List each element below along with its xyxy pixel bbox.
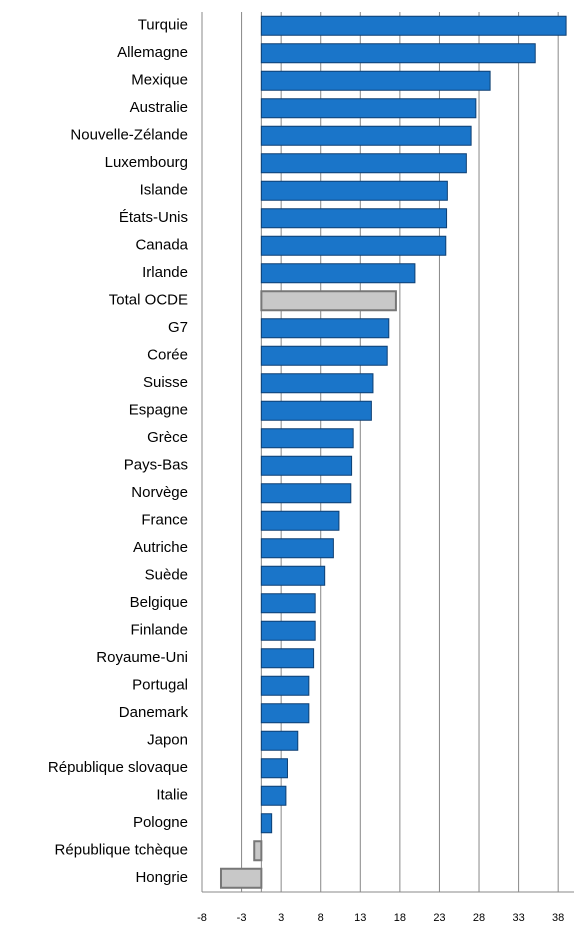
y-tick-label: Luxembourg [105, 154, 188, 171]
bar [260, 15, 567, 36]
x-tick-label: 33 [512, 912, 524, 924]
y-tick-label: Mexique [131, 72, 188, 89]
bar [260, 373, 374, 394]
x-tick-label: 13 [354, 912, 366, 924]
y-tick-label: Pays-Bas [124, 457, 188, 474]
bar [260, 675, 310, 696]
x-tick-label: 28 [473, 912, 485, 924]
bar [260, 758, 288, 779]
bar [260, 593, 316, 614]
bar [260, 235, 447, 256]
bar [260, 813, 273, 834]
bar [260, 98, 477, 119]
bar [260, 400, 372, 421]
bar [260, 785, 287, 806]
bar [260, 703, 310, 724]
y-tick-label: Danemark [119, 704, 189, 721]
bar [260, 263, 416, 284]
y-tick-label: Grèce [147, 429, 188, 446]
bar [260, 290, 397, 312]
y-tick-label: France [141, 512, 188, 529]
bar [260, 125, 472, 146]
bar [260, 455, 353, 476]
bar [219, 867, 263, 889]
y-tick-label: Royaume-Uni [96, 649, 188, 666]
x-tick-label: -8 [197, 912, 207, 924]
bar [260, 70, 491, 91]
x-tick-label: 3 [278, 912, 284, 924]
x-tick-label: -3 [237, 912, 247, 924]
y-tick-label: Suisse [143, 374, 188, 391]
x-tick-label: 23 [433, 912, 445, 924]
y-tick-label: Total OCDE [109, 292, 188, 309]
bar [260, 318, 390, 339]
y-tick-label: Espagne [129, 402, 188, 419]
y-tick-label: Hongrie [135, 869, 188, 886]
bar [260, 538, 334, 559]
bar [253, 840, 263, 862]
bar [260, 510, 340, 531]
y-tick-label: Allemagne [117, 44, 188, 61]
y-tick-label: Islande [140, 182, 188, 199]
x-tick-label: 18 [394, 912, 406, 924]
x-tick-label: 8 [318, 912, 324, 924]
bar [260, 620, 316, 641]
y-tick-label: Nouvelle-Zélande [70, 127, 188, 144]
bar [260, 208, 448, 229]
x-tick-label: 38 [552, 912, 564, 924]
bar [260, 153, 467, 174]
y-tick-label: Belgique [130, 594, 188, 611]
y-tick-label: Pologne [133, 814, 188, 831]
bar [260, 345, 388, 366]
y-tick-label: Corée [147, 347, 188, 364]
y-tick-label: Portugal [132, 677, 188, 694]
y-tick-label: Finlande [130, 622, 188, 639]
bar [260, 483, 352, 504]
y-tick-label: États-Unis [119, 209, 188, 226]
bar [260, 43, 536, 64]
bar [260, 730, 299, 751]
y-tick-label: Turquie [138, 17, 188, 34]
y-tick-label: République slovaque [48, 759, 188, 776]
y-tick-label: République tchèque [55, 842, 188, 859]
y-tick-label: Australie [130, 99, 188, 116]
y-tick-label: Italie [156, 787, 188, 804]
y-tick-label: Suède [145, 567, 188, 584]
y-tick-label: Norvège [131, 484, 188, 501]
y-tick-label: Autriche [133, 539, 188, 556]
bar [260, 648, 315, 669]
bar [260, 180, 448, 201]
y-tick-label: Japon [147, 732, 188, 749]
y-tick-label: Canada [135, 237, 188, 254]
y-tick-label: Irlande [142, 264, 188, 281]
y-tick-label: G7 [168, 319, 188, 336]
bar [260, 428, 354, 449]
bar [260, 565, 326, 586]
